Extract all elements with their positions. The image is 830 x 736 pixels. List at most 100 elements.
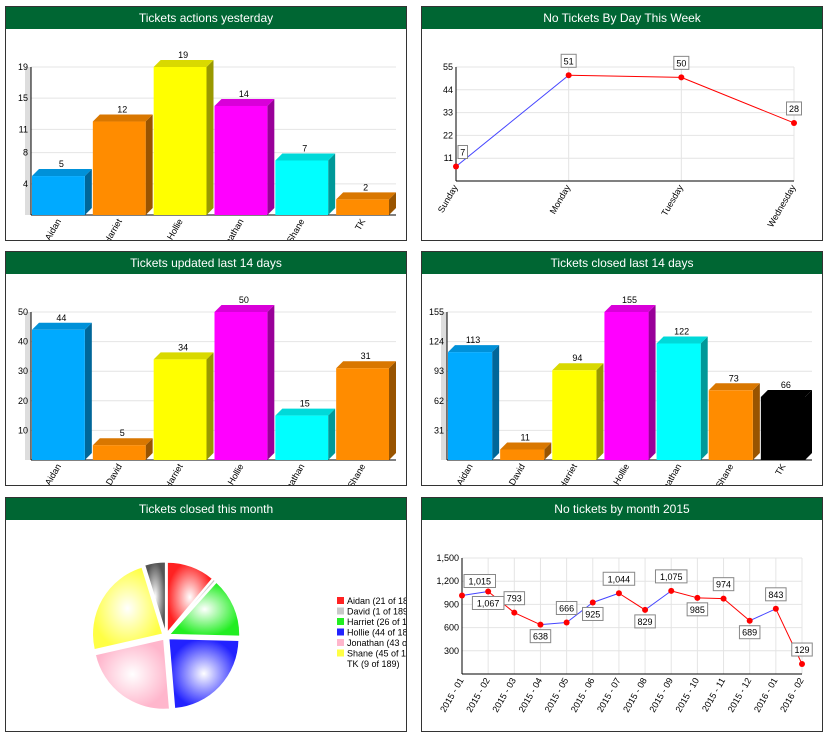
x-tick-label: Aidan — [455, 462, 475, 485]
data-point — [668, 587, 675, 594]
x-tick-label: Harriet — [163, 462, 185, 485]
legend-label: TK (9 of 189) — [347, 659, 400, 669]
bar-top — [92, 114, 153, 122]
data-point — [678, 74, 685, 81]
data-label: 1,067 — [477, 598, 500, 608]
y-tick-label: 22 — [443, 130, 453, 140]
bar-side — [544, 442, 552, 460]
bar-top — [500, 442, 552, 450]
legend-label: Harriet (26 of 189) — [347, 617, 406, 627]
data-label: 7 — [460, 147, 465, 157]
data-label-box — [582, 606, 604, 621]
x-tick-label: 2015 - 02 — [464, 676, 492, 714]
bar-side — [145, 114, 153, 215]
panel-closed-14-days: Tickets closed last 14 days 31 62 93 124 155 1… — [421, 251, 823, 486]
y-tick-label: 15 — [18, 93, 28, 103]
data-label: 155 — [622, 295, 637, 305]
x-tick-label: Shane — [714, 462, 736, 485]
data-label: 44 — [56, 313, 66, 323]
bar — [92, 445, 146, 460]
panel-by-day-week: No Tickets By Day This Week 11 22 33 44 55 7 Su… — [421, 6, 823, 241]
series-segment — [514, 612, 541, 626]
data-label: 2 — [363, 182, 368, 192]
data-label-box — [791, 642, 813, 657]
bar-top — [760, 389, 812, 397]
bar-side — [805, 389, 812, 460]
bar-top — [153, 60, 214, 67]
x-tick-label: Shane — [346, 462, 368, 485]
y-tick-label: 8 — [23, 148, 28, 158]
y-tick-label: 20 — [18, 396, 28, 406]
bar — [153, 67, 207, 215]
y-tick-label: 4 — [23, 179, 28, 189]
x-tick-label: Aidan — [43, 462, 63, 485]
x-tick-label: 2015 - 10 — [673, 676, 701, 714]
data-point — [485, 588, 492, 595]
series-segment — [697, 597, 724, 600]
data-label: 73 — [729, 373, 739, 383]
data-point — [772, 605, 779, 612]
data-label-box — [765, 587, 787, 602]
data-label: 793 — [507, 594, 522, 604]
bar — [275, 415, 329, 460]
y-tick-label: 600 — [444, 623, 459, 633]
data-label-box — [529, 629, 552, 644]
x-tick-label: Harriet — [557, 462, 579, 485]
pie-slice — [92, 566, 164, 651]
bar — [336, 368, 389, 460]
y-tick-label: 11 — [19, 124, 28, 134]
x-tick-label: Sunday — [436, 183, 460, 215]
data-label: 94 — [572, 353, 582, 363]
series-segment — [568, 74, 682, 78]
data-label: 34 — [178, 342, 188, 352]
data-label: 50 — [676, 58, 686, 68]
bar — [604, 312, 649, 460]
x-tick-label: TK — [773, 462, 787, 477]
data-label: 843 — [768, 590, 783, 600]
panel-updated-14-days: Tickets updated last 14 days 10 20 30 40 50 44… — [5, 251, 407, 486]
bar-top — [448, 345, 500, 353]
data-label-box — [673, 55, 690, 70]
y-tick-label: 33 — [443, 108, 453, 118]
series-segment — [671, 590, 698, 599]
pie-slice — [94, 638, 170, 710]
bar-top — [275, 408, 336, 416]
x-tick-label: Shane — [285, 217, 307, 240]
bar — [214, 105, 268, 215]
data-point — [791, 119, 797, 126]
y-tick-label: 50 — [18, 307, 28, 317]
legend-label: David (1 of 189) — [347, 607, 406, 617]
bar-top — [552, 363, 604, 371]
bar-side — [596, 363, 604, 460]
series-segment — [644, 590, 672, 611]
bar-side — [206, 352, 214, 460]
x-tick-label: TK — [353, 217, 367, 232]
data-point — [589, 599, 596, 606]
legend-swatch — [337, 628, 344, 636]
data-label: 1,015 — [468, 577, 491, 587]
data-label: 28 — [789, 104, 799, 114]
bar-top — [275, 153, 336, 161]
bar-top — [656, 336, 708, 344]
data-point — [694, 594, 701, 601]
y-tick-label: 30 — [18, 366, 28, 376]
line-chart: 300 600 900 1,200 1,500 1,015 2015 - 01 1,067 20… — [436, 553, 813, 714]
bar-side — [206, 60, 214, 215]
x-tick-label: 2015 - 07 — [595, 676, 623, 714]
data-label-box — [686, 602, 709, 617]
bar-top — [604, 305, 656, 312]
x-tick-label: David — [104, 462, 124, 485]
bar — [708, 390, 753, 460]
pie-slice — [168, 581, 241, 637]
series-segment — [592, 592, 620, 603]
bar — [92, 121, 146, 215]
bar-top — [214, 98, 275, 106]
panel-title: No tickets by month 2015 — [422, 498, 822, 520]
y-tick-label: 1,500 — [436, 553, 459, 563]
bar-side — [84, 169, 92, 215]
bar — [656, 343, 701, 460]
bar-top — [32, 169, 92, 177]
x-tick-label: Hollie — [226, 462, 246, 485]
data-label: 925 — [585, 609, 600, 619]
x-tick-label: Jonathan — [279, 462, 306, 485]
